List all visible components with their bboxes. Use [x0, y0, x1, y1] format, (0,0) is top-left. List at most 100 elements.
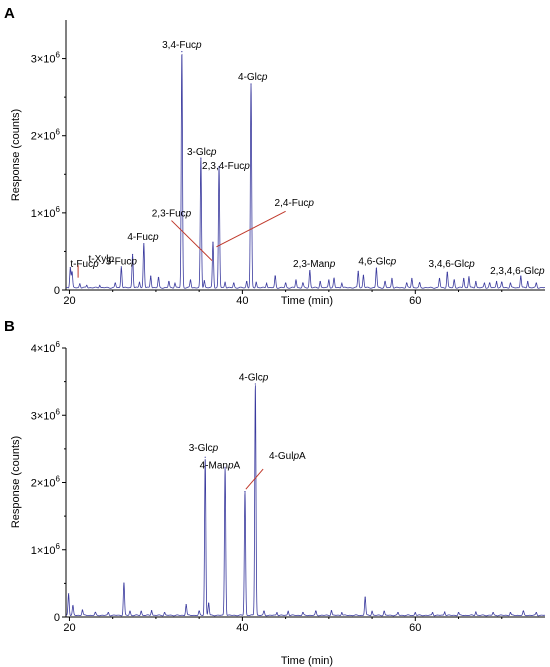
peak-point	[527, 280, 529, 283]
peak-point	[224, 466, 226, 468]
peak-point	[444, 611, 446, 613]
peak-label: 4-ManpA	[200, 460, 241, 471]
peak-point	[208, 602, 210, 604]
chromatogram-panel-a: A 20 40 60 0 1×106 2×106 3×106 t-Fucpt-Xylp3-F…	[4, 5, 546, 307]
peak-point	[212, 241, 214, 243]
chromatogram-trace-line	[65, 385, 546, 617]
peak-point	[71, 271, 73, 273]
peak-point	[362, 274, 365, 276]
peak-point	[86, 284, 88, 286]
x-tick-label: 60	[409, 295, 421, 307]
peak-point	[67, 593, 70, 595]
peak-label-leader	[245, 468, 264, 490]
peak-label: 3,4,6-Glcp	[429, 259, 476, 270]
panel-a-axes: 20 40 60 0 1×106 2×106 3×106	[31, 20, 545, 307]
peak-point	[309, 270, 311, 272]
y-tick-label: 4×106	[31, 340, 61, 355]
peak-label: t-Xylp	[88, 254, 114, 265]
peak-label: 2,3-Manp	[293, 259, 336, 270]
chromatogram-trace-line	[65, 53, 546, 289]
peak-point	[535, 612, 537, 614]
peak-label: 4-Glcp	[239, 372, 269, 383]
panel-b-y-axis-title: Response (counts)	[10, 436, 22, 528]
peak-point	[419, 282, 421, 284]
peak-point	[431, 612, 434, 614]
peak-point	[185, 603, 187, 606]
panel-a-x-axis-title: Time (min)	[281, 295, 333, 307]
peak-point	[364, 596, 366, 598]
peak-point	[181, 51, 183, 53]
peak-point	[446, 271, 448, 273]
peak-point	[203, 280, 205, 282]
peak-point	[330, 610, 333, 612]
peak-point	[475, 611, 477, 613]
peak-point	[120, 266, 122, 268]
peak-point	[357, 270, 359, 273]
peak-point	[285, 282, 287, 284]
y-tick-label: 1×106	[31, 205, 61, 220]
peak-point	[143, 243, 145, 245]
peak-point	[263, 610, 265, 612]
peak-point	[295, 279, 297, 281]
peak-point	[302, 282, 304, 284]
peak-point	[198, 610, 200, 612]
panel-b-trace	[65, 383, 546, 617]
peak-point	[168, 280, 170, 283]
peak-point	[107, 612, 109, 614]
peak-point	[495, 280, 498, 283]
peak-point	[276, 612, 278, 614]
peak-point	[140, 610, 142, 612]
peak-point	[254, 383, 256, 385]
peak-point	[72, 605, 74, 607]
peak-point	[397, 612, 399, 614]
panel-b-x-axis-title: Time (min)	[281, 655, 333, 667]
peak-point	[501, 281, 503, 283]
peak-label: 3-Glcp	[189, 443, 219, 454]
peak-label: 4-Glcp	[238, 72, 268, 83]
peak-point	[492, 612, 494, 614]
peak-label: 2,3,4,6-Glcp	[490, 266, 545, 277]
peak-label: 3-Glcp	[187, 147, 217, 158]
peak-point	[287, 610, 289, 612]
peak-point	[453, 279, 455, 281]
peak-point	[204, 456, 206, 458]
peak-point	[150, 275, 152, 277]
peak-point	[315, 610, 317, 612]
peak-point	[123, 582, 125, 584]
peak-point	[233, 282, 235, 284]
y-tick-label: 0	[54, 285, 60, 297]
peak-point	[319, 280, 321, 283]
panel-b-axes: 20 40 60 0 1×106 2×106 3×106 4×106	[31, 340, 545, 634]
peak-point	[483, 282, 486, 284]
peak-point	[131, 253, 134, 256]
peak-point	[463, 277, 465, 280]
x-tick-label: 60	[409, 622, 421, 634]
peak-point	[255, 281, 257, 283]
y-tick-label: 3×106	[31, 51, 61, 66]
peak-label: 2,4-Fucp	[275, 198, 315, 209]
peak-point	[391, 277, 393, 280]
peak-point	[522, 610, 524, 612]
peak-point	[520, 275, 522, 277]
peak-point	[189, 279, 192, 281]
peak-point	[468, 276, 470, 278]
peak-label-leader	[171, 220, 213, 262]
peak-label: 4-GulpA	[269, 451, 306, 462]
peak-point	[406, 282, 408, 284]
peak-point	[114, 282, 116, 284]
peak-point	[94, 612, 96, 614]
peak-point	[489, 282, 491, 284]
peak-point	[265, 282, 268, 284]
y-tick-label: 3×106	[31, 407, 61, 422]
x-tick-label: 20	[63, 622, 75, 634]
peak-label: t-Fucp	[70, 259, 99, 270]
peak-point	[218, 165, 220, 168]
peak-point	[341, 612, 343, 614]
peak-point	[79, 283, 81, 285]
peak-point	[250, 83, 252, 85]
peak-point	[174, 282, 176, 284]
peak-point	[371, 610, 373, 612]
x-tick-label: 40	[236, 622, 248, 634]
peak-point	[383, 610, 385, 612]
